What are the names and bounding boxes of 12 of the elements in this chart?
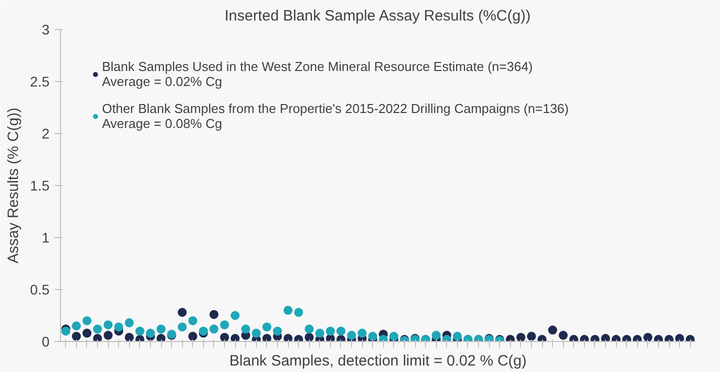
legend-label: Blank Samples Used in the West Zone Mineral Resource Estimate (n=364) Average = 0.02% Cg	[102, 59, 533, 89]
y-tick-label: 0.5	[30, 282, 50, 298]
chart-title: Inserted Blank Sample Assay Results (%C(g))	[224, 8, 531, 24]
y-tick-label: 1	[42, 230, 50, 246]
y-tick-label: 3	[42, 22, 50, 38]
y-tick-label: 2.5	[30, 74, 50, 90]
y-tick-label: 2	[42, 126, 50, 142]
y-tick-label: 0	[42, 334, 50, 350]
legend-label: Other Blank Samples from the Propertie's 2015-2022 Drilling Campaigns (n=136) Average = 0.08% Cg	[102, 101, 569, 131]
x-axis-title: Blank Samples, detection limit = 0.02 % C(g)	[229, 352, 527, 370]
y-axis-title: Assay Results (% C(g))	[5, 108, 22, 264]
y-tick-label: 1.5	[30, 178, 50, 194]
